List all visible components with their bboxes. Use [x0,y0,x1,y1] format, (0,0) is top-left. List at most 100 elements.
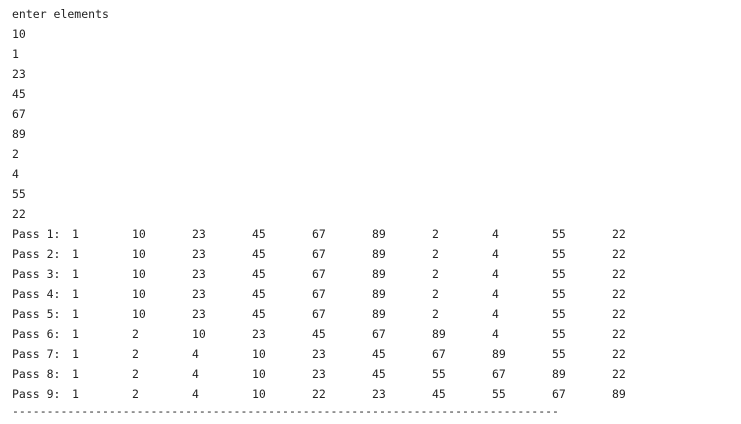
pass-row: Pass 1: 1 10 23 45 67 89 2 4 55 22 [12,224,737,244]
pass-row: Pass 8: 1 2 4 10 23 45 55 67 89 22 [12,364,737,384]
pass-value: 10 [132,307,146,321]
pass-value: 4 [492,287,499,301]
pass-value: 55 [552,347,566,361]
pass-value: 55 [552,247,566,261]
pass-value: 2 [132,347,139,361]
pass-value: 23 [372,387,386,401]
pass-value: 55 [432,367,446,381]
pass-value: 10 [132,227,146,241]
pass-value: 2 [432,307,439,321]
pass-label: Pass 1: [12,227,61,241]
input-value: 4 [12,167,19,181]
pass-value: 10 [132,247,146,261]
pass-value: 67 [312,287,326,301]
pass-row: Pass 3: 1 10 23 45 67 89 2 4 55 22 [12,264,737,284]
pass-value: 23 [192,287,206,301]
pass-value: 22 [612,287,626,301]
pass-value: 4 [492,247,499,261]
pass-value: 23 [192,227,206,241]
pass-value: 45 [252,247,266,261]
pass-value: 67 [312,247,326,261]
pass-value: 10 [252,347,266,361]
pass-label: Pass 2: [12,247,61,261]
pass-value: 1 [72,367,79,381]
pass-value: 1 [72,247,79,261]
pass-value: 1 [72,327,79,341]
pass-value: 10 [252,387,266,401]
pass-value: 10 [132,287,146,301]
pass-value: 89 [372,287,386,301]
pass-value: 2 [432,267,439,281]
pass-value: 89 [552,367,566,381]
pass-value: 45 [252,227,266,241]
pass-value: 4 [492,227,499,241]
pass-row: Pass 6: 1 2 10 23 45 67 89 4 55 22 [12,324,737,344]
pass-value: 45 [432,387,446,401]
pass-label: Pass 6: [12,327,61,341]
pass-value: 2 [132,327,139,341]
pass-value: 45 [372,347,386,361]
separator-line: ----------------------------------------… [12,404,559,418]
pass-value: 1 [72,287,79,301]
pass-value: 2 [432,287,439,301]
pass-value: 22 [612,267,626,281]
pass-value: 45 [372,367,386,381]
pass-value: 2 [432,247,439,261]
input-value: 89 [12,127,26,141]
input-value: 10 [12,27,26,41]
pass-value: 1 [72,227,79,241]
input-value: 23 [12,67,26,81]
pass-row: Pass 2: 1 10 23 45 67 89 2 4 55 22 [12,244,737,264]
input-value: 2 [12,147,19,161]
pass-value: 2 [432,227,439,241]
pass-value: 4 [492,307,499,321]
pass-value: 10 [192,327,206,341]
input-value: 1 [12,47,19,61]
pass-label: Pass 7: [12,347,61,361]
pass-row: Pass 5: 1 10 23 45 67 89 2 4 55 22 [12,304,737,324]
pass-value: 89 [372,247,386,261]
input-value: 55 [12,187,26,201]
pass-value: 4 [492,327,499,341]
pass-value: 23 [192,307,206,321]
pass-value: 4 [192,347,199,361]
pass-label: Pass 5: [12,307,61,321]
pass-label: Pass 8: [12,367,61,381]
pass-value: 89 [372,267,386,281]
pass-value: 23 [312,347,326,361]
pass-value: 45 [252,267,266,281]
pass-value: 10 [252,367,266,381]
pass-value: 55 [552,267,566,281]
pass-value: 55 [552,227,566,241]
pass-value: 67 [552,387,566,401]
input-value: 45 [12,87,26,101]
pass-value: 2 [132,387,139,401]
pass-value: 22 [612,247,626,261]
input-value: 67 [12,107,26,121]
pass-value: 1 [72,267,79,281]
input-value: 22 [12,207,26,221]
pass-value: 55 [492,387,506,401]
pass-value: 67 [492,367,506,381]
pass-value: 89 [372,307,386,321]
pass-row: Pass 4: 1 10 23 45 67 89 2 4 55 22 [12,284,737,304]
pass-value: 23 [252,327,266,341]
pass-value: 2 [132,367,139,381]
pass-value: 10 [132,267,146,281]
pass-value: 67 [372,327,386,341]
pass-value: 22 [612,367,626,381]
pass-list: Pass 1: 1 10 23 45 67 89 2 4 55 22 Pass 2: 1 10 23 45 67… [12,224,737,404]
pass-value: 67 [432,347,446,361]
pass-value: 4 [192,367,199,381]
pass-value: 4 [492,267,499,281]
pass-value: 55 [552,327,566,341]
pass-value: 67 [312,227,326,241]
pass-value: 4 [192,387,199,401]
pass-value: 22 [612,327,626,341]
pass-value: 45 [252,287,266,301]
pass-row: Pass 7: 1 2 4 10 23 45 67 89 55 22 [12,344,737,364]
pass-value: 22 [612,347,626,361]
input-list: 10 1 23 45 67 89 2 4 55 22 [12,24,737,224]
pass-label: Pass 4: [12,287,61,301]
pass-value: 23 [192,247,206,261]
